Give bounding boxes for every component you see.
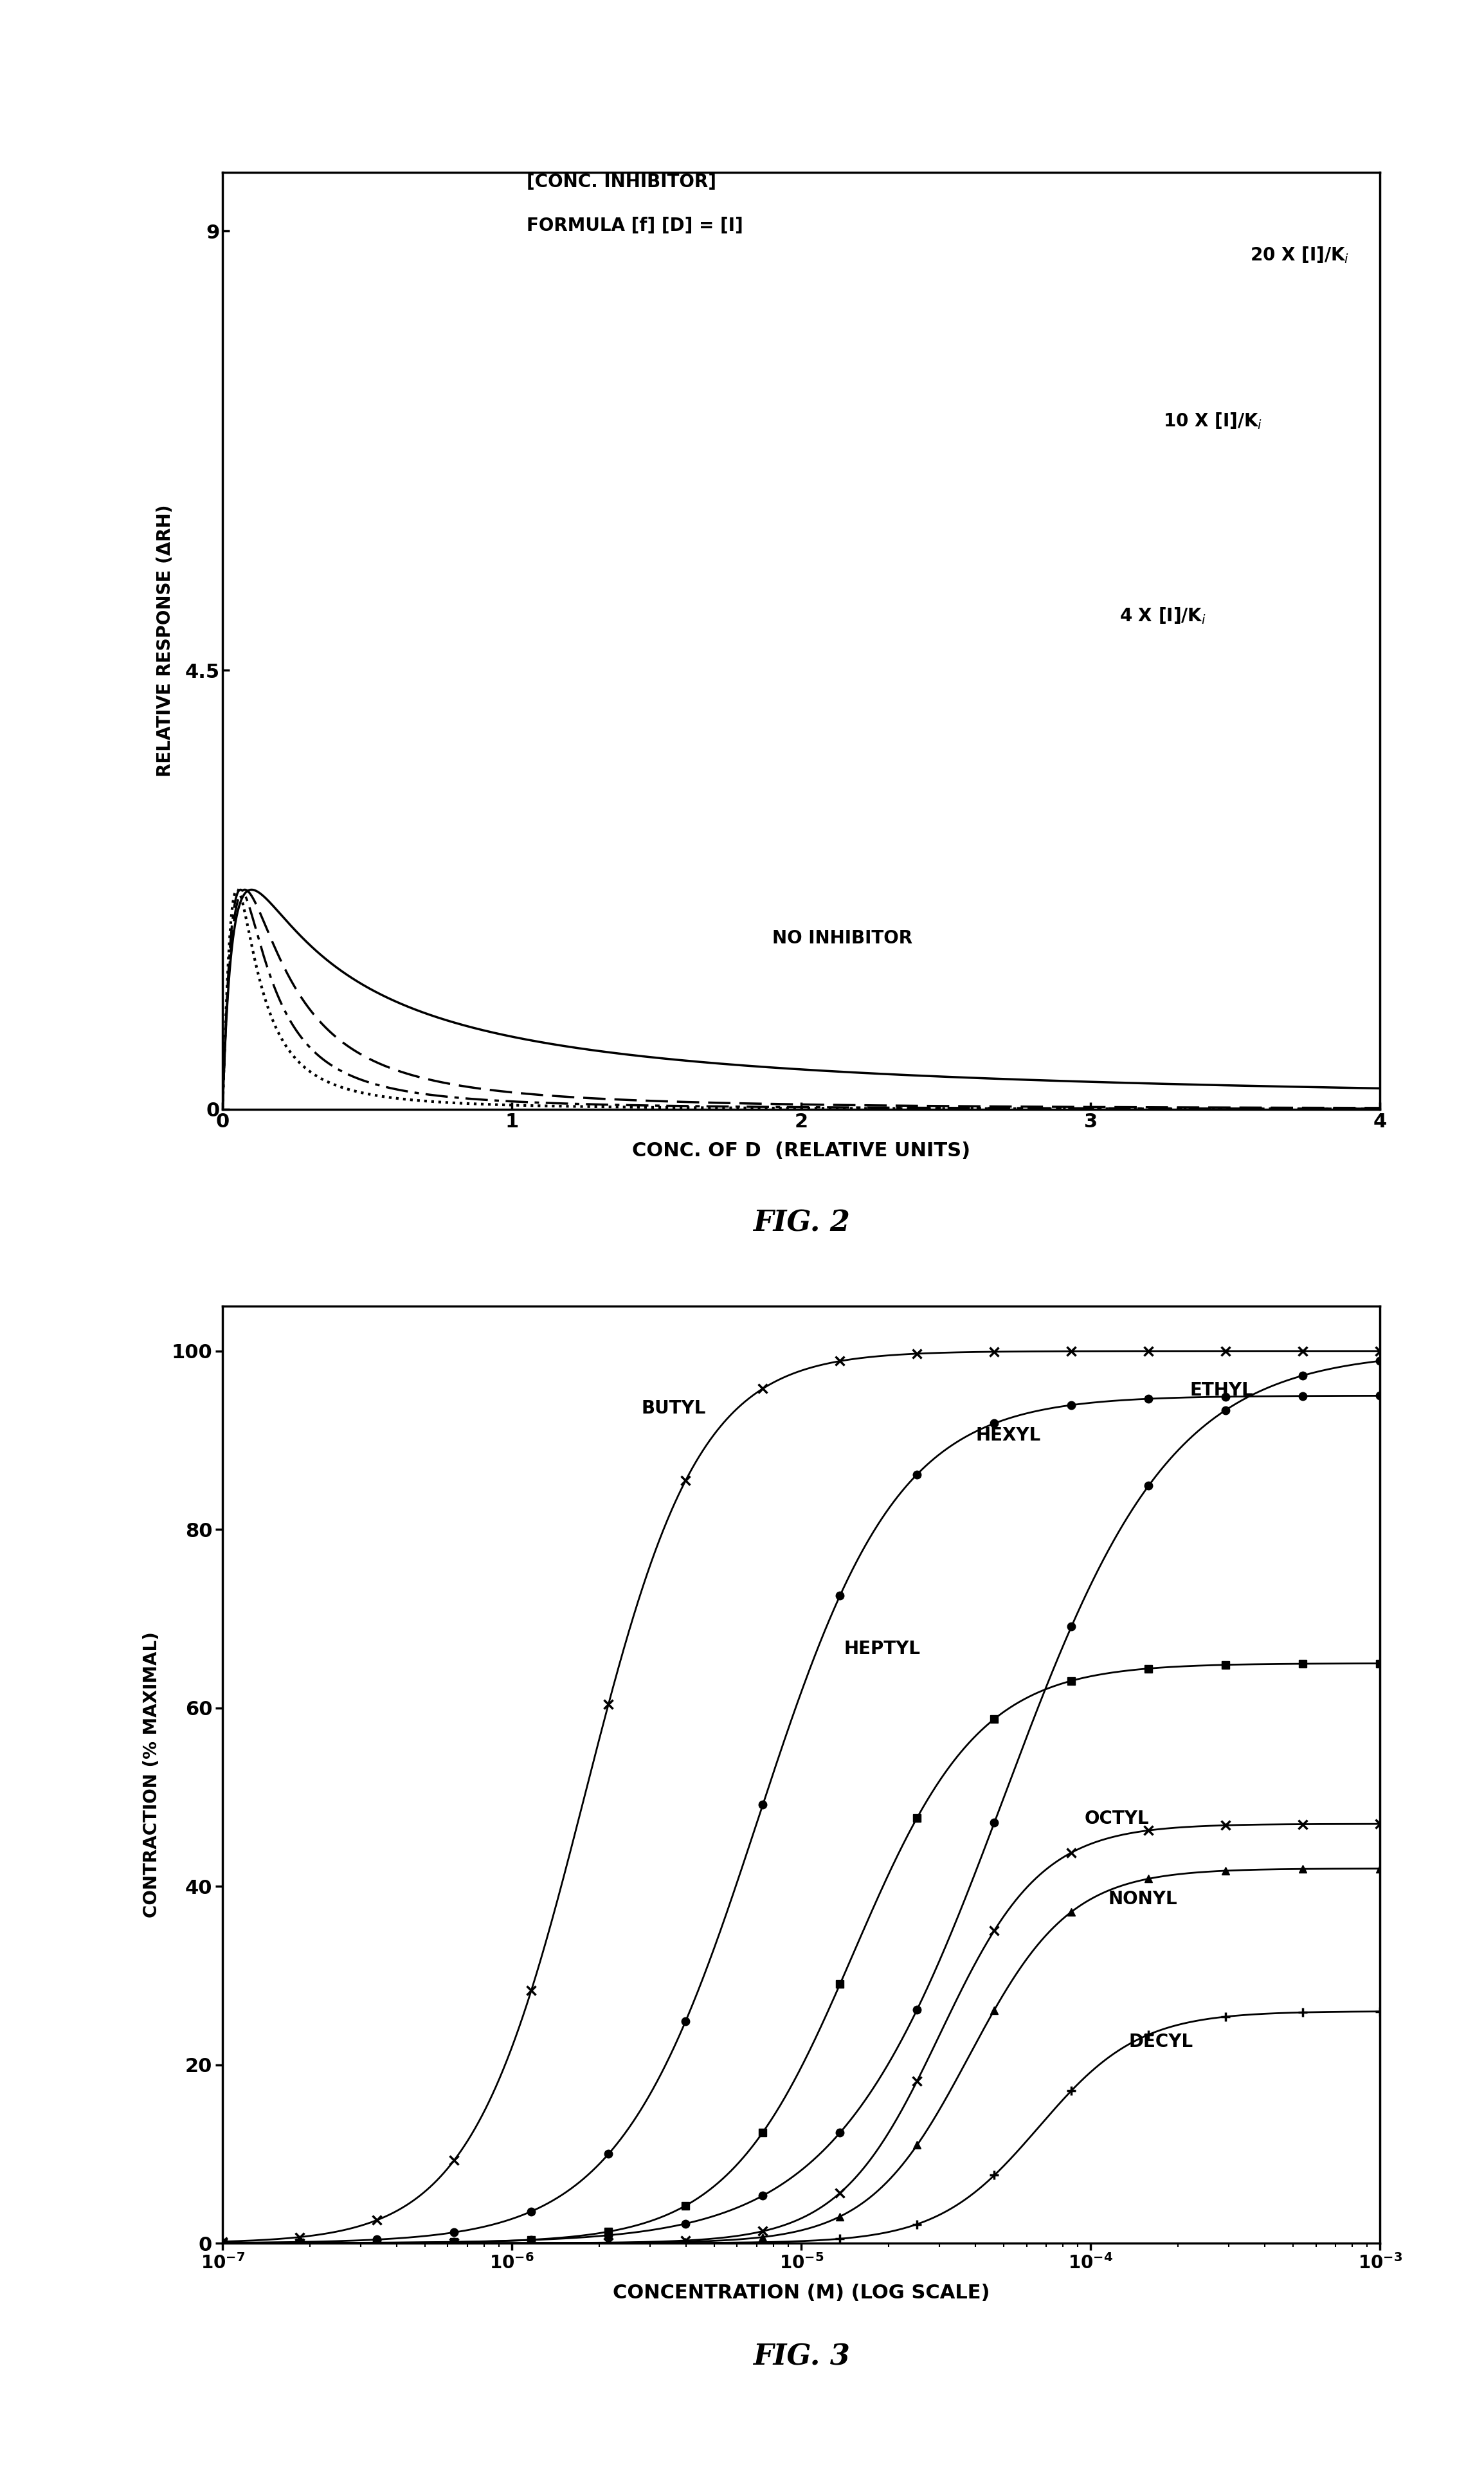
X-axis label: CONC. OF D  (RELATIVE UNITS): CONC. OF D (RELATIVE UNITS): [632, 1141, 971, 1161]
Text: DECYL: DECYL: [1128, 2034, 1193, 2051]
Text: HEPTYL: HEPTYL: [843, 1639, 920, 1659]
Text: FIG. 3: FIG. 3: [752, 2344, 850, 2371]
Text: NO INHIBITOR: NO INHIBITOR: [772, 929, 913, 947]
Text: [CONC. INHIBITOR]: [CONC. INHIBITOR]: [527, 173, 717, 192]
Y-axis label: CONTRACTION (% MAXIMAL): CONTRACTION (% MAXIMAL): [142, 1632, 160, 1918]
Text: HEXYL: HEXYL: [975, 1427, 1040, 1444]
Text: FORMULA [f] [D] = [I]: FORMULA [f] [D] = [I]: [527, 217, 743, 234]
Text: NONYL: NONYL: [1109, 1891, 1177, 1908]
Text: 20 X [I]/K$_i$: 20 X [I]/K$_i$: [1250, 244, 1349, 264]
X-axis label: CONCENTRATION (M) (LOG SCALE): CONCENTRATION (M) (LOG SCALE): [613, 2283, 990, 2302]
Text: 4 X [I]/K$_i$: 4 X [I]/K$_i$: [1120, 606, 1206, 626]
Y-axis label: RELATIVE RESPONSE (ΔRH): RELATIVE RESPONSE (ΔRH): [156, 505, 174, 776]
Text: OCTYL: OCTYL: [1085, 1809, 1149, 1827]
Text: 10 X [I]/K$_i$: 10 X [I]/K$_i$: [1163, 412, 1263, 431]
Text: FIG. 2: FIG. 2: [752, 1210, 850, 1237]
Text: BUTYL: BUTYL: [641, 1400, 706, 1417]
Text: ETHYL: ETHYL: [1190, 1380, 1254, 1400]
